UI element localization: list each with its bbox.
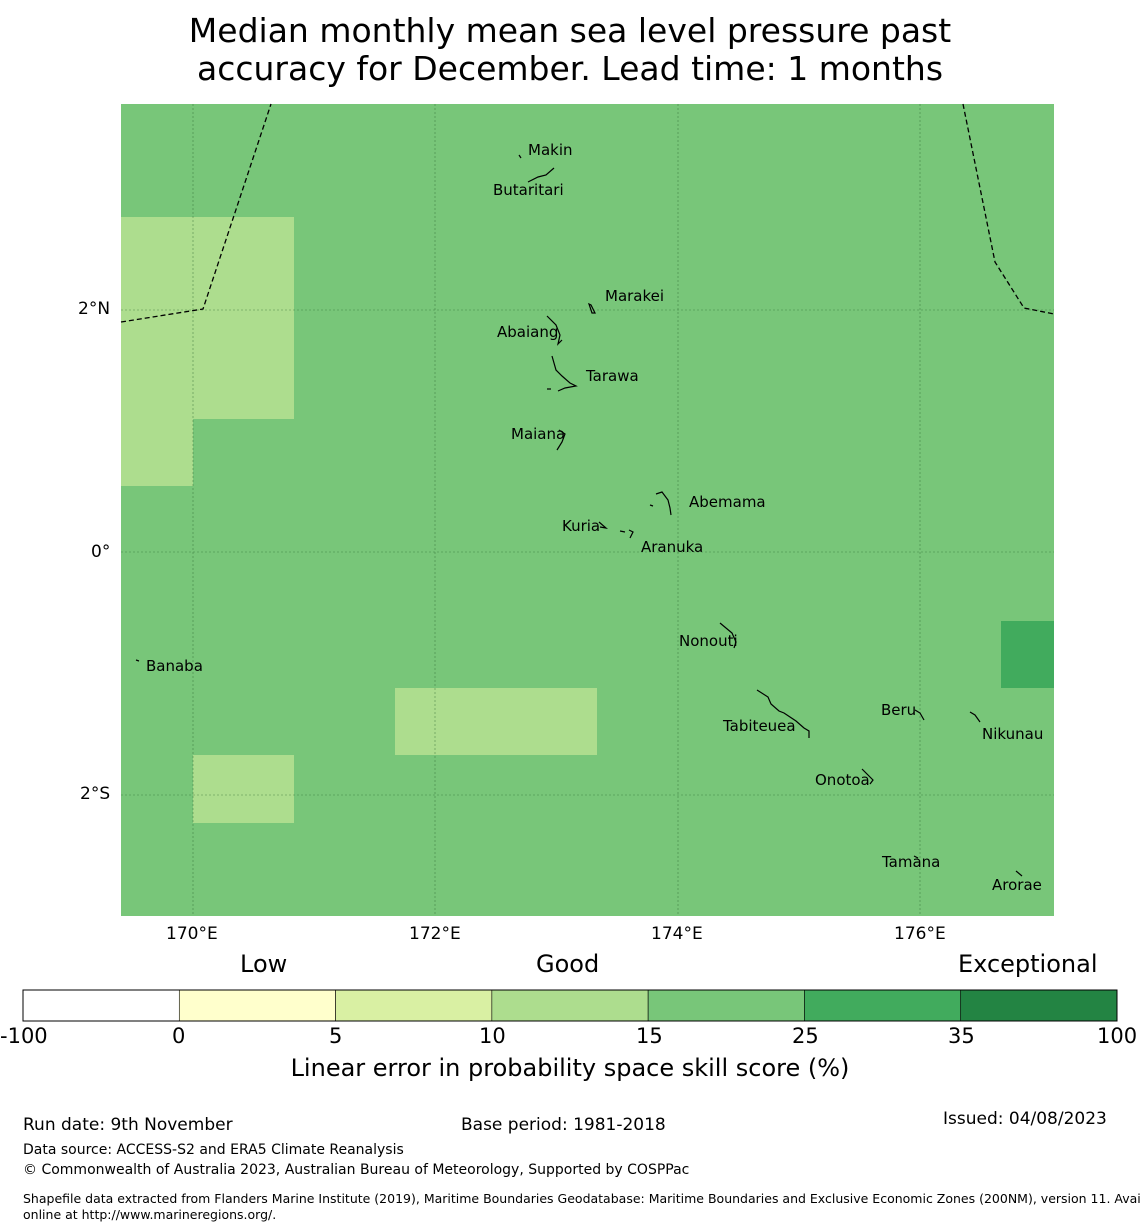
lat-label-2n: 2°N: [78, 299, 111, 319]
island-label-tamana: Tamana: [882, 853, 941, 871]
eez-boundary: [120, 103, 1055, 323]
island-label-tabiteuea: Tabiteuea: [723, 717, 796, 735]
legend-category-exceptional: Exceptional: [958, 950, 1098, 978]
run-date: Run date: 9th November: [23, 1115, 233, 1135]
legend-category-good: Good: [536, 950, 600, 978]
colorbar-tick-label: 10: [479, 1024, 506, 1048]
island-label-butaritari: Butaritari: [493, 181, 564, 199]
colorbar-axis-label: Linear error in probability space skill …: [290, 1054, 850, 1082]
island-label-beru: Beru: [881, 701, 917, 719]
island-label-onotoa: Onotoa: [815, 771, 870, 789]
skill-cell-10-15: [121, 217, 294, 419]
island-label-makin: Makin: [528, 141, 573, 159]
island-label-maiana: Maiana: [511, 425, 566, 443]
skill-cell-10-15: [395, 688, 597, 755]
data-source: Data source: ACCESS-S2 and ERA5 Climate …: [23, 1142, 404, 1158]
colorbar-tick-label: -100: [0, 1024, 48, 1048]
lon-label-176e: 176°E: [894, 924, 946, 944]
colorbar-tick-label: 100: [1097, 1024, 1138, 1048]
legend-category-low: Low: [240, 950, 288, 978]
colorbar-tick-label: 25: [792, 1024, 819, 1048]
lon-label-172e: 172°E: [409, 924, 461, 944]
lon-label-174e: 174°E: [651, 924, 703, 944]
shapefile-credit-line-2: online at http://www.marineregions.org/.: [23, 1207, 277, 1222]
island-label-banaba: Banaba: [146, 657, 203, 675]
island-label-nikunau: Nikunau: [982, 725, 1044, 743]
chart-title-line-1: Median monthly mean sea level pressure p…: [188, 11, 952, 50]
lat-label-2s: 2°S: [80, 784, 111, 804]
island-label-abemama: Abemama: [689, 493, 766, 511]
island-label-arorae: Arorae: [992, 876, 1042, 894]
colorbar-tick-label: 35: [948, 1024, 975, 1048]
shapefile-credit-line-1: Shapefile data extracted from Flanders M…: [23, 1191, 1140, 1206]
lon-label-170e: 170°E: [166, 924, 218, 944]
skill-cell-25-35: [1001, 621, 1054, 688]
colorbar-tick-label: 15: [636, 1024, 663, 1048]
gridlines: [121, 104, 1054, 916]
skill-cell-10-15: [121, 419, 193, 486]
chart-title-line-2: accuracy for December. Lead time: 1 mont…: [196, 49, 944, 88]
island-outlines: [135, 154, 1023, 877]
colorbar-tick-label: 5: [329, 1024, 343, 1048]
island-label-abaiang: Abaiang: [497, 323, 559, 341]
copyright: © Commonwealth of Australia 2023, Austra…: [23, 1162, 690, 1178]
island-label-nonouti: Nonouti: [679, 632, 738, 650]
colorbar-tick-label: 0: [172, 1024, 186, 1048]
skill-cell-10-15: [193, 755, 294, 823]
issued-date: Issued: 04/08/2023: [943, 1109, 1107, 1129]
island-label-kuria: Kuria: [562, 517, 601, 535]
island-label-aranuka: Aranuka: [641, 538, 704, 556]
base-period: Base period: 1981-2018: [461, 1115, 666, 1135]
island-label-marakei: Marakei: [605, 287, 665, 305]
lat-label-equator: 0°: [91, 542, 111, 562]
island-label-tarawa: Tarawa: [586, 367, 639, 385]
